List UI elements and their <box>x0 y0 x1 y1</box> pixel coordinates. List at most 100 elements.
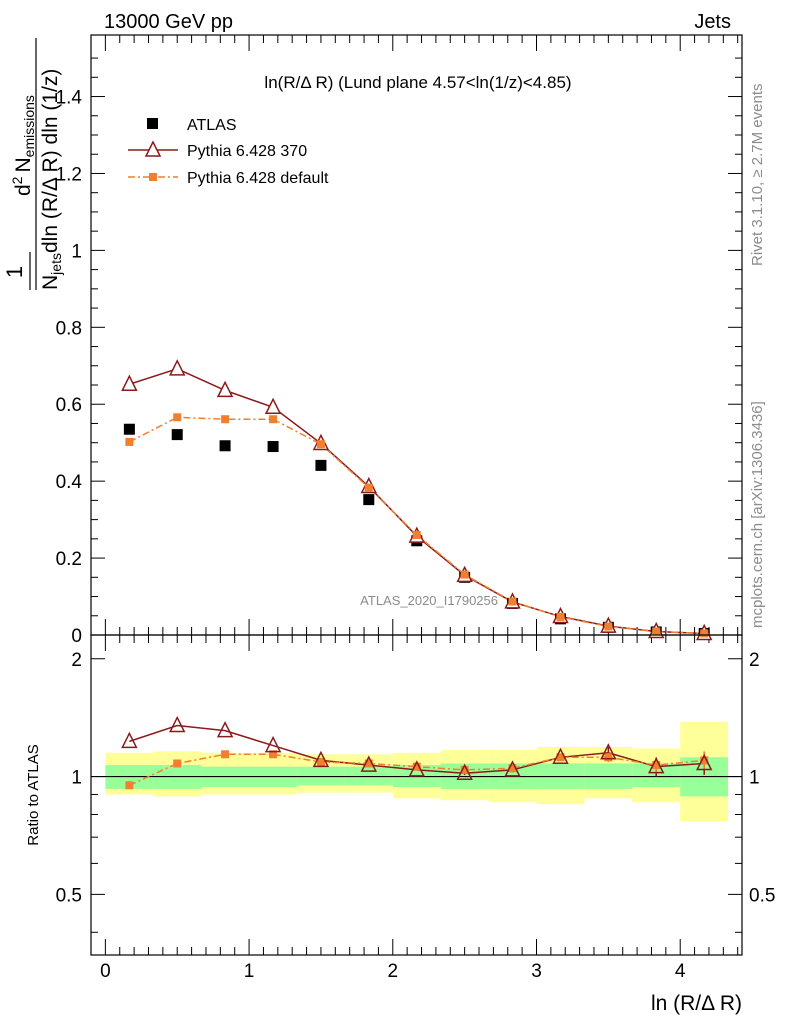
ratio-point-pythia-370 <box>695 753 713 771</box>
y-tick-label: 0.6 <box>56 395 82 416</box>
ratio-y-tick-label-right: 0.5 <box>749 885 775 906</box>
x-tick-label: 2 <box>387 961 398 982</box>
ratio-point-pythia-370 <box>360 755 378 772</box>
header-right: Jets <box>694 11 731 33</box>
ratio-point-pythia-370 <box>408 760 426 777</box>
legend: ATLAS Pythia 6.428 370 Pythia 6.428 defa… <box>128 117 329 187</box>
y-axis-label: 1 Njetsdln (R/Δ R) dln (1/z) d2 Nemission… <box>2 38 64 290</box>
ratio-y-tick-label: 1 <box>71 768 82 789</box>
data-point-pythia-default <box>221 415 230 424</box>
data-point-pythia-default <box>556 612 565 621</box>
data-point-atlas <box>315 459 327 471</box>
ratio-y-tick-label: 0.5 <box>56 885 82 906</box>
ratio-point-pythia-370 <box>647 756 665 774</box>
data-point-atlas <box>219 440 231 452</box>
ylabel-deriv-den: dln (R/Δ R) dln (1/z) <box>39 69 62 253</box>
legend-marker-pythia-default <box>149 173 157 181</box>
ratio-point-pythia-370 <box>121 731 138 749</box>
x-tick-labels: 0 1 2 3 4 <box>100 961 686 982</box>
ratio-data-marks <box>121 715 713 790</box>
ratio-axis-ticks: 0.5 0.5 1 1 2 2 <box>56 650 775 933</box>
ylabel-one: 1 <box>2 266 27 278</box>
y-tick-label: 1.2 <box>56 164 82 185</box>
ratio-y-label: Ratio to ATLAS <box>25 744 42 845</box>
ratio-point-pythia-370 <box>169 715 186 733</box>
data-point-pythia-default <box>508 597 517 606</box>
ylabel-njets: Njetsdln (R/Δ R) dln (1/z) <box>39 69 64 290</box>
ratio-point-pythia-default <box>125 781 134 790</box>
data-point-pythia-370 <box>264 397 282 415</box>
ratio-point-pythia-default <box>364 759 373 768</box>
ratio-y-tick-label-right: 2 <box>749 650 760 671</box>
x-axis-label: ln (R/Δ R) <box>651 992 742 1015</box>
ratio-point-pythia-default <box>173 759 182 768</box>
data-point-pythia-default <box>173 413 182 422</box>
ratio-point-pythia-default <box>700 756 709 765</box>
main-data-marks <box>121 359 713 641</box>
data-point-pythia-370 <box>169 359 186 376</box>
ylabel-num: d2 Nemissions <box>9 95 37 196</box>
ratio-point-pythia-default <box>269 750 278 759</box>
x-tick-label: 3 <box>531 961 542 982</box>
data-point-pythia-default <box>269 415 278 424</box>
data-point-atlas <box>363 494 375 506</box>
data-point-pythia-370 <box>121 374 138 391</box>
ratio-point-pythia-default <box>460 765 469 774</box>
ratio-point-pythia-default <box>221 750 230 759</box>
data-point-pythia-default <box>700 629 709 638</box>
legend-marker-pythia-370 <box>144 140 162 157</box>
data-point-pythia-default <box>412 531 421 539</box>
data-point-pythia-370 <box>216 380 234 398</box>
data-point-pythia-default <box>364 483 373 492</box>
data-point-pythia-default <box>316 440 325 449</box>
data-point-pythia-default <box>125 437 134 446</box>
ratio-point-pythia-default <box>652 761 661 770</box>
side-label-rivet: Rivet 3.1.10, ≥ 2.7M events <box>749 84 766 267</box>
y-tick-label: 0 <box>71 626 82 647</box>
y-tick-label: 0.4 <box>56 472 83 493</box>
ratio-y-tick-label: 2 <box>71 650 82 671</box>
ratio-point-pythia-default <box>556 753 565 762</box>
ylabel-njets-n: N <box>39 275 62 290</box>
ratio-point-pythia-default <box>604 753 613 762</box>
data-point-atlas <box>171 429 183 441</box>
data-point-atlas <box>267 441 279 453</box>
ratio-point-pythia-default <box>508 764 517 773</box>
watermark: ATLAS_2020_I1790256 <box>360 593 498 608</box>
ylabel-num-exp: 2 <box>9 176 25 184</box>
ylabel-num-d: d <box>12 184 35 196</box>
x-tick-label: 1 <box>244 961 255 982</box>
ratio-uncertainty-bands <box>105 721 729 821</box>
y-tick-label: 1 <box>71 241 82 262</box>
ratio-plot-frame <box>90 634 743 956</box>
x-tick-label: 0 <box>100 961 111 982</box>
legend-label-atlas: ATLAS <box>187 117 237 134</box>
plot-title: ln(R/Δ R) (Lund plane 4.57<ln(1/z)<4.85) <box>264 73 571 92</box>
y-tick-label: 0.8 <box>56 318 82 339</box>
ratio-point-pythia-370 <box>216 720 234 738</box>
y-tick-label: 0.2 <box>56 549 82 570</box>
data-point-pythia-default <box>460 570 469 579</box>
ylabel-num-sub: emissions <box>21 95 37 157</box>
ratio-point-pythia-370 <box>600 743 617 760</box>
y-tick-label: 1.4 <box>56 88 83 109</box>
data-point-pythia-default <box>652 627 661 636</box>
ratio-point-pythia-default <box>316 757 325 766</box>
x-tick-label: 4 <box>675 961 686 982</box>
ratio-point-pythia-370 <box>504 760 521 777</box>
ratio-point-pythia-370 <box>552 747 569 765</box>
header-left: 13000 GeV pp <box>104 11 233 33</box>
main-axis-ticks: 0 0.2 0.4 0.6 0.8 1 1.2 1.4 <box>56 35 742 955</box>
ratio-point-pythia-370 <box>312 750 330 768</box>
data-point-pythia-default <box>604 622 613 631</box>
legend-label-pythia-default: Pythia 6.428 default <box>187 170 329 187</box>
data-point-atlas <box>123 423 135 435</box>
legend-marker-atlas <box>147 118 158 129</box>
ylabel-njets-sub: jets <box>48 253 64 276</box>
ratio-point-pythia-default <box>412 762 421 771</box>
legend-label-pythia-370: Pythia 6.428 370 <box>187 143 307 160</box>
side-label-mcplots: mcplots.cern.ch [arXiv:1306.3436] <box>749 401 766 628</box>
ratio-point-pythia-370 <box>456 763 473 780</box>
